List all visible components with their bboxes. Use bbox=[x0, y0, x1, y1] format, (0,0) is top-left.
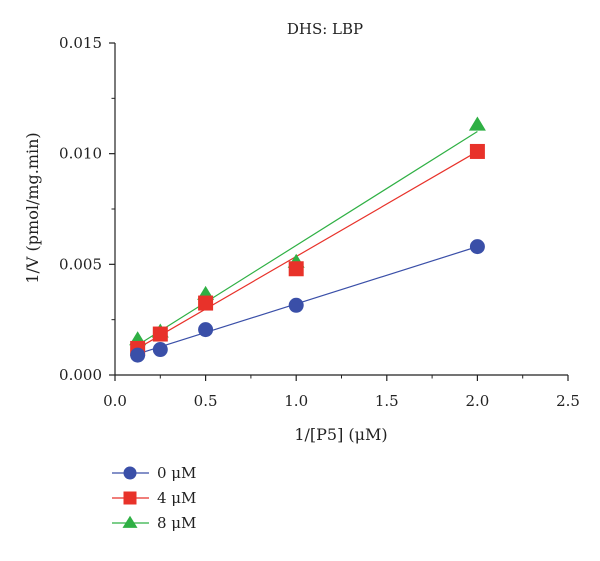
fit-line bbox=[137, 131, 478, 346]
y-tick-label: 0.015 bbox=[59, 34, 102, 52]
data-point bbox=[468, 116, 486, 131]
x-axis-title: 1/[P5] (μM) bbox=[294, 425, 387, 444]
legend-label: 8 μM bbox=[157, 514, 196, 532]
data-point bbox=[130, 347, 146, 363]
data-point bbox=[152, 342, 168, 358]
data-point bbox=[198, 295, 214, 311]
x-tick-label: 1.0 bbox=[284, 392, 308, 410]
data-point bbox=[288, 297, 304, 313]
axes: 0.0 0.5 1.0 1.5 2.0 2.5 0.000 0.005 0.010 0.015 bbox=[59, 34, 580, 410]
x-tick-label: 2.0 bbox=[465, 392, 489, 410]
legend-label: 0 μM bbox=[157, 464, 196, 482]
data-point bbox=[469, 143, 485, 159]
fit-line bbox=[137, 150, 478, 349]
legend-label: 4 μM bbox=[157, 489, 196, 507]
x-tick-label: 2.5 bbox=[556, 392, 580, 410]
y-axis-title: 1/V (pmol/mg.min) bbox=[23, 132, 42, 283]
y-tick-label: 0.010 bbox=[59, 145, 102, 163]
legend-marker bbox=[123, 491, 137, 505]
legend: 0 μM 4 μM 8 μM bbox=[112, 464, 196, 532]
y-tick-label: 0.000 bbox=[59, 366, 102, 384]
data-point bbox=[469, 239, 485, 255]
y-tick-label: 0.005 bbox=[59, 255, 102, 273]
fit-lines bbox=[137, 131, 478, 355]
chart-title: DHS: LBP bbox=[287, 20, 363, 38]
legend-marker bbox=[123, 466, 137, 480]
x-tick-label: 0.0 bbox=[103, 392, 127, 410]
legend-marker bbox=[122, 515, 138, 528]
data-points bbox=[129, 116, 486, 363]
x-tick-label: 1.5 bbox=[375, 392, 399, 410]
data-point bbox=[198, 322, 214, 338]
data-point bbox=[288, 261, 304, 277]
fit-line bbox=[137, 246, 478, 355]
data-point bbox=[152, 326, 168, 342]
x-tick-label: 0.5 bbox=[194, 392, 218, 410]
